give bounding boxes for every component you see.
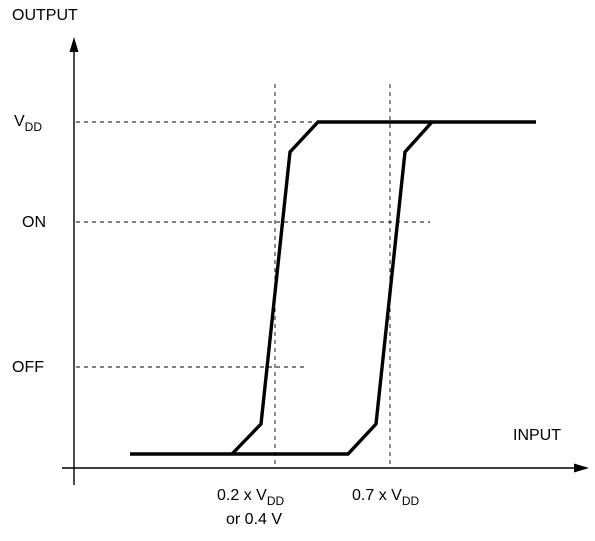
y-axis-label: OUTPUT <box>12 7 78 24</box>
high-threshold-label: 0.7 x VDD <box>352 487 419 508</box>
high-threshold-subscript: DD <box>402 494 420 508</box>
vdd-main: V <box>14 113 25 130</box>
x-axis-label: INPUT <box>513 427 561 444</box>
low-threshold-alt-label: or 0.4 V <box>226 511 282 528</box>
hysteresis-curves <box>130 120 536 456</box>
low-threshold-label: 0.2 x VDD <box>217 487 284 508</box>
guide-lines <box>76 84 430 468</box>
vdd-level-label: VDD <box>14 113 42 134</box>
vdd-subscript: DD <box>25 120 43 134</box>
off-level-label: OFF <box>12 359 44 376</box>
axes <box>62 37 589 485</box>
falling-transition-curve <box>230 120 432 456</box>
y-axis-arrowhead <box>69 37 79 52</box>
high-threshold-prefix: 0.7 x V <box>352 487 402 504</box>
rising-transition-curve <box>130 120 536 456</box>
x-axis-arrowhead <box>574 463 589 473</box>
low-threshold-subscript: DD <box>267 494 285 508</box>
on-level-label: ON <box>22 214 46 231</box>
low-threshold-prefix: 0.2 x V <box>217 487 267 504</box>
